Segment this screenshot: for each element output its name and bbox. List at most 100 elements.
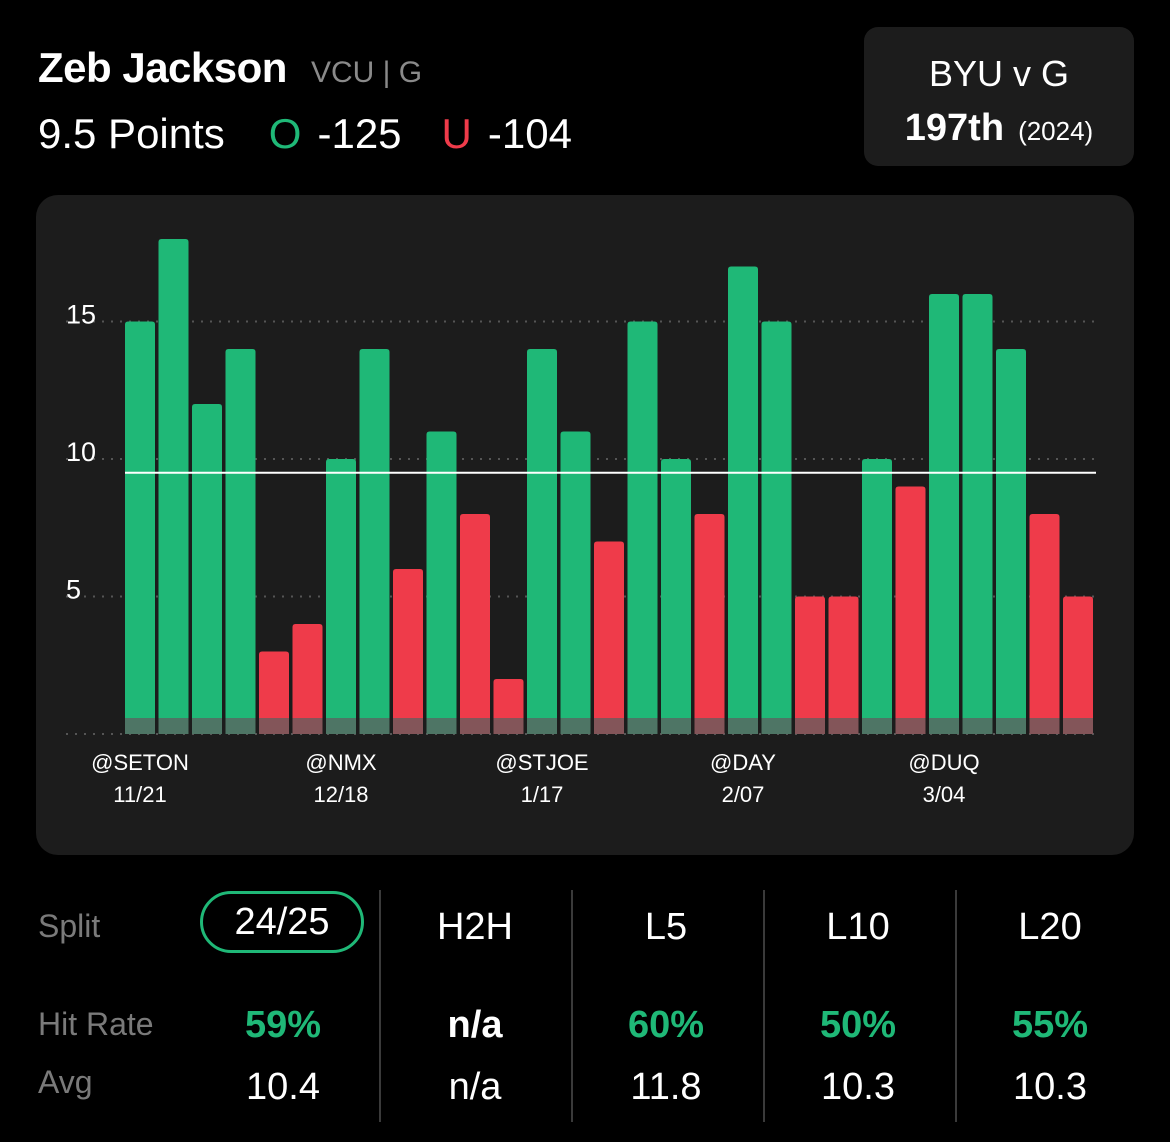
x-tick-opponent: @DAY bbox=[710, 750, 776, 775]
bar-base bbox=[560, 718, 591, 734]
chart-panel: 5 10 15 @SETON 11/21 @NMX 12/18 @STJOE 1/17 @DAY 2… bbox=[36, 195, 1134, 855]
prop-line: 9.5 Points bbox=[38, 110, 225, 157]
bar bbox=[895, 486, 926, 734]
x-tick-date: 3/04 bbox=[923, 782, 966, 807]
x-tick-date: 12/18 bbox=[313, 782, 368, 807]
header: Zeb Jackson VCU | G 9.5 Points O -125 U … bbox=[38, 38, 1138, 178]
bar-base bbox=[627, 718, 658, 734]
bar-base bbox=[761, 718, 792, 734]
hit-rate-l10: 50% bbox=[819, 1004, 897, 1046]
column-divider bbox=[763, 890, 765, 1122]
bar bbox=[828, 596, 859, 734]
bar bbox=[393, 569, 423, 734]
bar-base bbox=[862, 718, 892, 734]
bar-base bbox=[661, 718, 691, 734]
bar bbox=[929, 294, 959, 734]
bar-base bbox=[125, 718, 155, 734]
bar bbox=[359, 349, 390, 734]
bar bbox=[225, 349, 256, 734]
column-divider bbox=[379, 890, 381, 1122]
bar bbox=[761, 321, 792, 734]
bar-base bbox=[493, 718, 524, 734]
bar-base bbox=[694, 718, 725, 734]
bar bbox=[1063, 596, 1093, 734]
tab-l5[interactable]: L5 bbox=[644, 906, 688, 948]
x-tick-opponent: @DUQ bbox=[908, 750, 979, 775]
over-label: O bbox=[268, 110, 302, 157]
avg-h2h: n/a bbox=[448, 1066, 502, 1108]
avg-label: Avg bbox=[38, 1064, 93, 1100]
bar-base bbox=[795, 718, 825, 734]
split-label: Split bbox=[38, 908, 101, 944]
x-tick-date: 1/17 bbox=[521, 782, 564, 807]
y-tick-label: 5 bbox=[66, 575, 81, 605]
bar-base bbox=[292, 718, 323, 734]
hit-rate-label: Hit Rate bbox=[38, 1006, 154, 1042]
under-odds[interactable]: -104 bbox=[487, 110, 572, 157]
bar bbox=[560, 431, 591, 734]
bar bbox=[694, 514, 725, 734]
avg-season: 10.4 bbox=[246, 1066, 320, 1108]
x-tick-opponent: @STJOE bbox=[495, 750, 588, 775]
bar bbox=[862, 459, 892, 734]
rank-season: (2024) bbox=[1018, 116, 1094, 146]
bar bbox=[259, 651, 289, 734]
bar bbox=[594, 541, 624, 734]
bar-base bbox=[1029, 718, 1060, 734]
hit-rate-season: 59% bbox=[244, 1004, 322, 1046]
x-tick-date: 11/21 bbox=[113, 782, 166, 807]
bar-base bbox=[259, 718, 289, 734]
bar bbox=[125, 321, 155, 734]
y-tick-label: 15 bbox=[66, 300, 96, 330]
avg-l10: 10.3 bbox=[821, 1066, 895, 1108]
prop-line-row: 9.5 Points O -125 U -104 bbox=[38, 110, 572, 158]
bar-base bbox=[326, 718, 356, 734]
bar bbox=[426, 431, 457, 734]
player-name: Zeb Jackson bbox=[38, 44, 287, 91]
bar bbox=[1029, 514, 1060, 734]
bar bbox=[460, 514, 490, 734]
split-season-pill[interactable]: 24/25 bbox=[200, 891, 364, 953]
avg-l5: 11.8 bbox=[630, 1066, 702, 1108]
bar-base bbox=[929, 718, 959, 734]
bar bbox=[661, 459, 691, 734]
under-label: U bbox=[441, 110, 472, 157]
bar bbox=[728, 266, 758, 734]
defense-rank: 197th bbox=[904, 107, 1005, 149]
over-odds[interactable]: -125 bbox=[317, 110, 402, 157]
matchup-title: BYU v G bbox=[928, 53, 1070, 94]
defense-rank-row: 197th (2024) bbox=[864, 107, 1134, 150]
bar-base bbox=[594, 718, 624, 734]
avg-l20: 10.3 bbox=[1013, 1066, 1087, 1108]
y-tick-label: 10 bbox=[66, 437, 96, 467]
column-divider bbox=[955, 890, 957, 1122]
bar-base bbox=[460, 718, 490, 734]
bar bbox=[627, 321, 658, 734]
bar bbox=[292, 624, 323, 734]
x-tick-opponent: @SETON bbox=[91, 750, 189, 775]
x-tick-opponent: @NMX bbox=[305, 750, 377, 775]
matchup-card[interactable]: BYU v G 197th (2024) bbox=[864, 27, 1134, 166]
hit-rate-l20: 55% bbox=[1011, 1004, 1089, 1046]
bar bbox=[527, 349, 557, 734]
bar bbox=[326, 459, 356, 734]
tab-h2h[interactable]: H2H bbox=[436, 906, 514, 948]
hit-rate-l5: 60% bbox=[627, 1004, 705, 1046]
bar bbox=[192, 404, 222, 734]
x-tick-date: 2/07 bbox=[722, 782, 765, 807]
bar-base bbox=[393, 718, 423, 734]
player-name-row: Zeb Jackson VCU | G bbox=[38, 44, 422, 92]
column-divider bbox=[571, 890, 573, 1122]
points-bar-chart: 5 10 15 @SETON 11/21 @NMX 12/18 @STJOE 1/17 @DAY 2… bbox=[66, 239, 1101, 807]
bar-base bbox=[895, 718, 926, 734]
bar-base bbox=[527, 718, 557, 734]
stats-table: Split Hit Rate Avg 24/25 H2H L5 L10 L20 … bbox=[0, 880, 1170, 1142]
bar-base bbox=[359, 718, 390, 734]
bar bbox=[962, 294, 993, 734]
bar bbox=[996, 349, 1026, 734]
tab-l10[interactable]: L10 bbox=[826, 906, 890, 948]
bar bbox=[158, 239, 189, 734]
tab-l20[interactable]: L20 bbox=[1018, 906, 1082, 948]
bar-base bbox=[225, 718, 256, 734]
bar-base bbox=[828, 718, 859, 734]
